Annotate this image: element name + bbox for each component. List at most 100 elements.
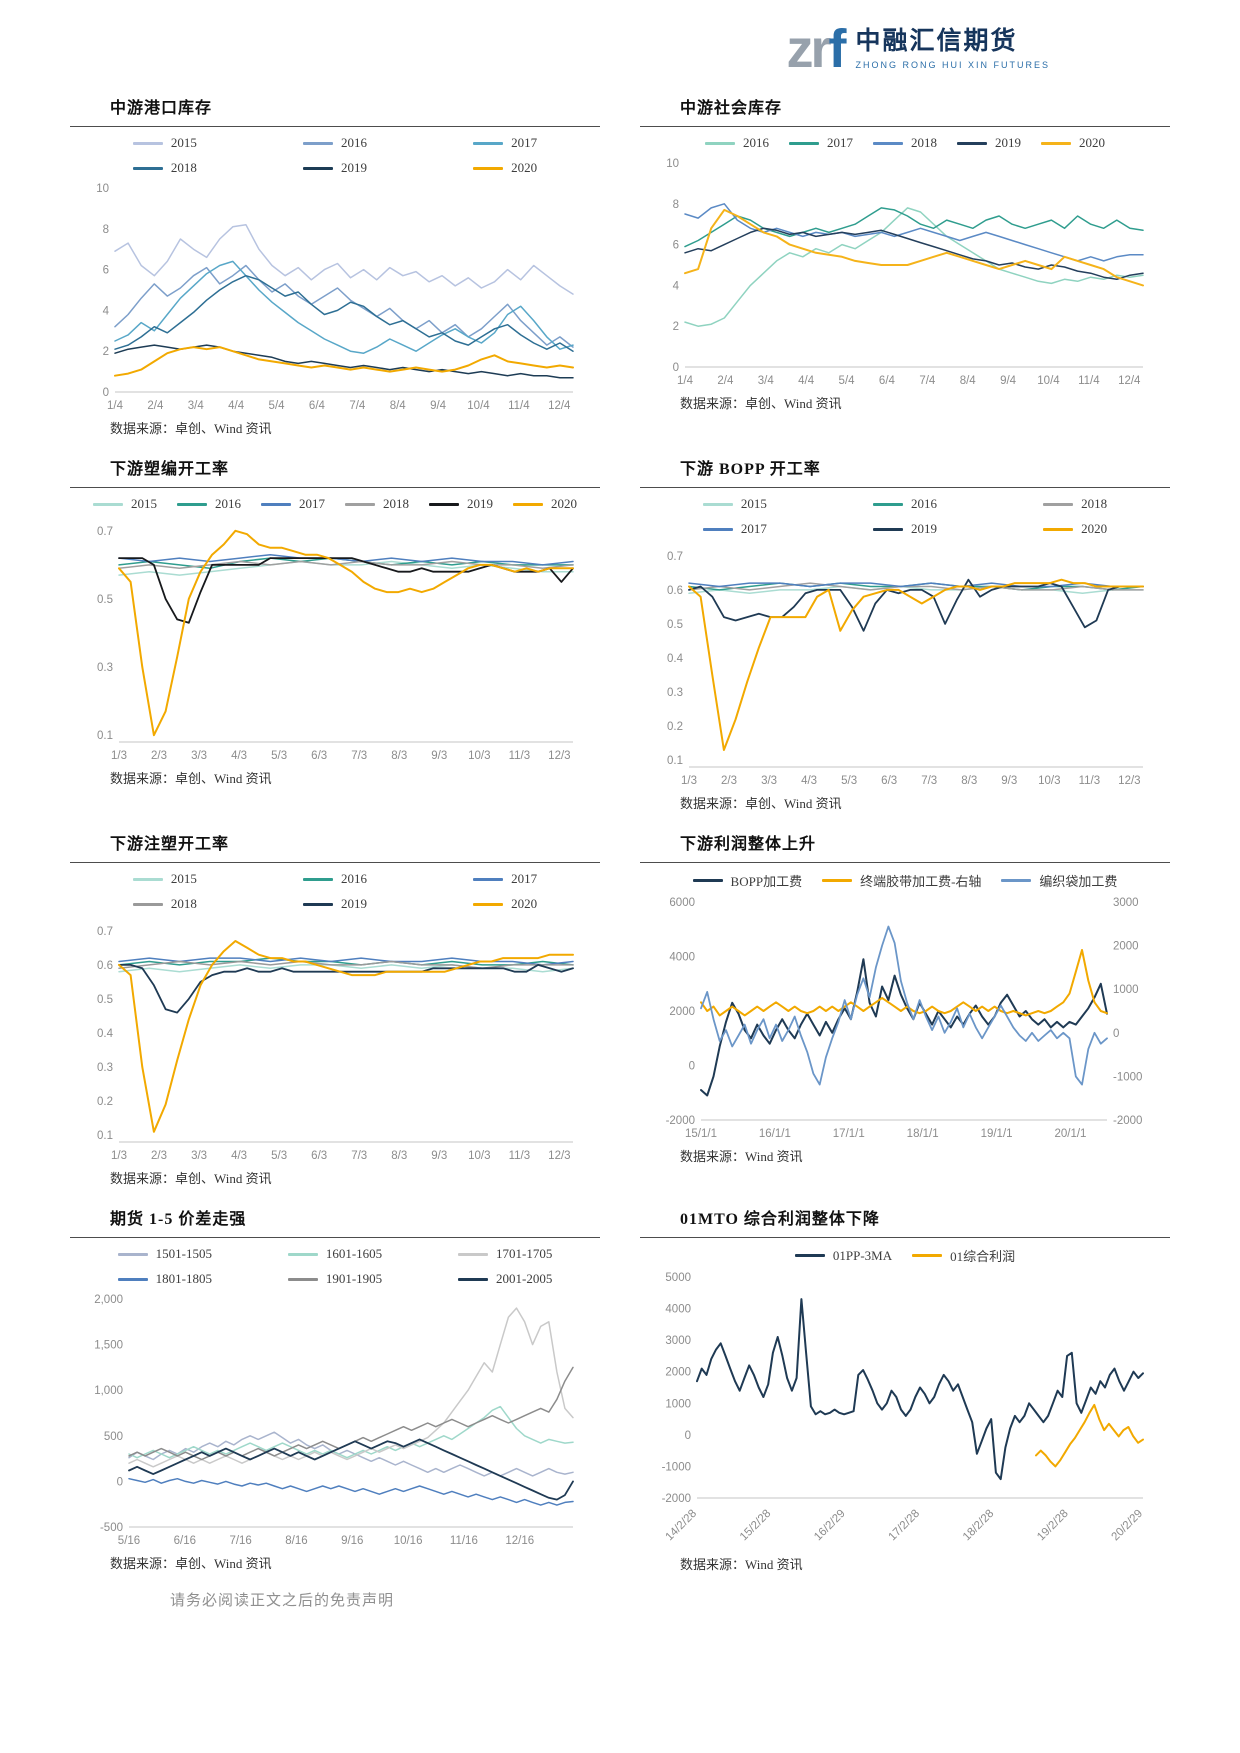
legend-swatch-icon (93, 502, 123, 506)
legend-item: 2017 (660, 521, 810, 537)
svg-text:5/3: 5/3 (841, 775, 857, 787)
legend-label: 01综合利润 (950, 1249, 1016, 1264)
legend-label: 1601-1605 (325, 1246, 383, 1261)
legend-swatch-icon (822, 879, 853, 882)
chart-block-downstream-profit: 下游利润整体上升 BOPP加工费 终端胶带加工费-右轴 编织袋加工费 -2000 0 2… (640, 826, 1170, 1187)
legend-swatch-icon (957, 141, 987, 145)
data-source: 数据来源：卓创、Wind 资讯 (680, 396, 842, 411)
svg-text:9/16: 9/16 (341, 1535, 363, 1547)
svg-text:-2000: -2000 (662, 1493, 691, 1505)
svg-text:2/3: 2/3 (151, 1150, 167, 1162)
svg-text:20/2/29: 20/2/29 (1110, 1508, 1146, 1544)
svg-text:5/3: 5/3 (271, 1150, 287, 1162)
company-logo: zrf 中融汇信期货 ZHONG RONG HUI XIN FUTURES (786, 22, 1050, 76)
svg-text:5/4: 5/4 (839, 375, 856, 387)
svg-text:11/4: 11/4 (508, 400, 530, 412)
legend-label: 2018 (383, 496, 409, 511)
chart-title: 中游港口库存 (110, 100, 213, 117)
legend-label: 2016 (341, 871, 367, 886)
legend-swatch-icon (457, 1252, 488, 1256)
svg-text:1,500: 1,500 (94, 1340, 123, 1352)
legend-item: 2001-2005 (430, 1271, 580, 1287)
legend-swatch-icon (705, 141, 735, 145)
legend-item: 2017 (430, 871, 580, 887)
line-chart: -2000 -1000 0 1000 2000 3000 4000 5000 14/2/28 15… (640, 1267, 1170, 1552)
svg-text:9/3: 9/3 (1001, 775, 1017, 787)
svg-text:0: 0 (673, 362, 679, 374)
legend-swatch-icon (287, 1277, 318, 1281)
svg-text:4/3: 4/3 (801, 775, 817, 787)
title-rule (70, 1237, 600, 1238)
page-header: zrf 中融汇信期货 ZHONG RONG HUI XIN FUTURES (70, 16, 1170, 90)
line-chart: 0.1 0.2 0.3 0.4 0.5 0.6 0.7 1/3 2/3 3/3 4/3 5/3 6/3 7… (640, 539, 1170, 791)
svg-text:0: 0 (689, 1061, 695, 1073)
svg-text:0: 0 (1113, 1028, 1119, 1040)
svg-text:7/4: 7/4 (919, 375, 936, 387)
svg-text:1,000: 1,000 (94, 1385, 123, 1397)
legend-item: 2020 (1000, 521, 1150, 537)
legend-label: 2017 (511, 135, 538, 150)
legend-label: 1501-1505 (155, 1246, 213, 1261)
legend-item: 2016 (260, 871, 410, 887)
legend-swatch-icon (303, 902, 333, 906)
legend-item: 1501-1505 (90, 1246, 240, 1262)
legend-item: 01综合利润 (912, 1246, 1015, 1265)
legend-swatch-icon (873, 141, 903, 145)
svg-text:4000: 4000 (665, 1304, 691, 1316)
chart-canvas: 0.1 0.2 0.3 0.4 0.5 0.6 0.7 1/3 2/3 3/3 4/3 5/3 6/3 7… (667, 551, 1144, 787)
legend-label: 2016 (215, 496, 241, 511)
legend-label: 1901-1905 (325, 1271, 383, 1286)
legend-item: 1901-1905 (260, 1271, 410, 1287)
chart-legend: BOPP加工费 终端胶带加工费-右轴 编织袋加工费 (640, 871, 1170, 890)
chart-legend: 2015 2016 2017 2018 2019 2020 (70, 135, 600, 176)
svg-text:2: 2 (673, 321, 679, 333)
legend-swatch-icon (1043, 502, 1074, 506)
title-rule (70, 126, 600, 127)
legend-item: 2020 (1041, 135, 1105, 151)
legend-label: 2015 (170, 135, 197, 150)
svg-text:0.2: 0.2 (667, 721, 683, 733)
svg-text:6: 6 (673, 240, 679, 252)
svg-text:3/3: 3/3 (191, 1150, 207, 1162)
data-source: 数据来源：Wind 资讯 (680, 1557, 803, 1572)
chart-title: 01MTO 综合利润整体下降 (680, 1211, 880, 1228)
legend-label: 1801-1805 (155, 1271, 213, 1286)
chart-title: 下游注塑开工率 (110, 836, 230, 853)
svg-text:8/3: 8/3 (391, 750, 407, 762)
title-rule (640, 487, 1170, 488)
svg-text:4000: 4000 (669, 952, 695, 964)
legend-label: 2017 (827, 135, 853, 150)
svg-text:11/4: 11/4 (1078, 375, 1100, 387)
legend-swatch-icon (117, 1252, 148, 1256)
svg-text:2000: 2000 (665, 1367, 691, 1379)
svg-text:17/1/1: 17/1/1 (833, 1128, 865, 1140)
legend-label: 2019 (341, 160, 367, 175)
legend-item: 01PP-3MA (794, 1248, 892, 1264)
chart-canvas: 0 2 4 6 8 10 1/4 2/4 3/4 4/4 5/4 6/4 7/4 8/4 9/4 10/4 11… (96, 183, 574, 412)
legend-swatch-icon (473, 141, 504, 145)
legend-swatch-icon (789, 141, 819, 145)
legend-swatch-icon (303, 877, 333, 881)
data-source: 数据来源：卓创、Wind 资讯 (110, 421, 272, 436)
chart-title: 下游 BOPP 开工率 (680, 461, 821, 478)
svg-text:12/16: 12/16 (505, 1535, 534, 1547)
legend-swatch-icon (261, 502, 291, 506)
svg-text:0.3: 0.3 (97, 662, 113, 674)
title-rule (640, 1237, 1170, 1238)
legend-label: 2017 (299, 496, 325, 511)
chart-title: 期货 1-5 价差走强 (110, 1211, 247, 1228)
legend-label: 2015 (740, 496, 767, 511)
legend-item: 终端胶带加工费-右轴 (822, 871, 981, 890)
title-rule (70, 862, 600, 863)
svg-text:15/2/28: 15/2/28 (738, 1508, 774, 1544)
svg-text:1/3: 1/3 (681, 775, 697, 787)
legend-swatch-icon (912, 1254, 943, 1257)
legend-item: 2016 (260, 135, 410, 151)
svg-text:2,000: 2,000 (94, 1294, 123, 1306)
legend-swatch-icon (473, 166, 504, 170)
svg-text:0.4: 0.4 (97, 1028, 114, 1040)
legend-item: 2018 (345, 496, 409, 512)
svg-text:8: 8 (673, 199, 679, 211)
chart-legend: 2015 2016 2018 2017 2019 2020 (640, 496, 1170, 537)
legend-label: 2018 (1081, 496, 1108, 511)
